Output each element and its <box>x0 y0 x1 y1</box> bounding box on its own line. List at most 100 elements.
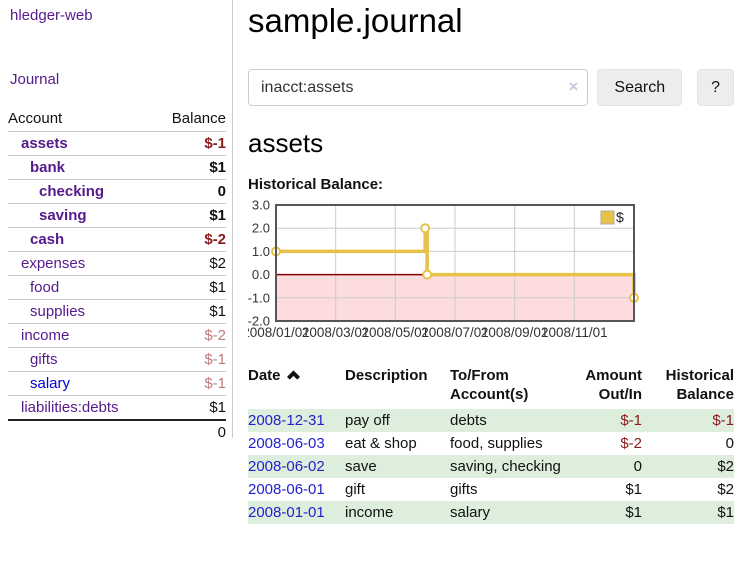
description-header: Description <box>345 367 428 384</box>
app-brand-link[interactable]: hledger-web <box>10 7 93 24</box>
account-balance: $1 <box>209 207 226 224</box>
svg-text:2008/11/01: 2008/11/01 <box>541 325 608 340</box>
transaction-balance: $1 <box>717 504 734 521</box>
transaction-description: pay off <box>345 412 390 429</box>
svg-text:2008/05/01: 2008/05/01 <box>362 325 430 340</box>
sidebar-item-journal[interactable]: Journal <box>10 71 60 88</box>
account-row: income $-2 <box>8 324 226 348</box>
balance-column-header: Balance <box>171 110 226 127</box>
svg-text:2008/01/01: 2008/01/01 <box>248 325 310 340</box>
account-link-salary[interactable]: salary <box>30 375 71 392</box>
transaction-accounts: salary <box>450 504 491 521</box>
account-balance: $1 <box>209 159 226 176</box>
account-link-liabilities-debts[interactable]: liabilities:debts <box>21 399 119 416</box>
transaction-balance: $2 <box>717 481 734 498</box>
transaction-description: save <box>345 458 377 475</box>
transaction-accounts: gifts <box>450 481 478 498</box>
transaction-row: 2008-06-02 save saving, checking 0 $2 <box>248 455 734 478</box>
svg-text:3.0: 3.0 <box>252 198 270 213</box>
transaction-balance: $-1 <box>712 412 734 429</box>
transaction-amount: $-1 <box>620 412 642 429</box>
amount-header: Amount Out/In <box>585 367 642 403</box>
account-link-bank[interactable]: bank <box>30 159 66 176</box>
svg-text:-1.0: -1.0 <box>248 290 270 305</box>
page-title: sample.journal <box>248 2 463 39</box>
account-link-supplies[interactable]: supplies <box>30 303 86 320</box>
account-row: checking 0 <box>8 180 226 204</box>
transaction-row: 2008-01-01 income salary $1 $1 <box>248 501 734 524</box>
transaction-balance: $2 <box>717 458 734 475</box>
account-link-gifts[interactable]: gifts <box>30 351 58 368</box>
transaction-amount: $1 <box>625 481 642 498</box>
account-balance: $1 <box>209 279 226 296</box>
account-row: saving $1 <box>8 204 226 228</box>
transaction-date-link[interactable]: 2008-12-31 <box>248 412 325 429</box>
account-row: assets $-1 <box>8 132 226 156</box>
account-row: expenses $2 <box>8 252 226 276</box>
account-balance: $-1 <box>204 351 226 368</box>
transaction-amount: 0 <box>633 458 642 475</box>
transaction-accounts: food, supplies <box>450 435 543 452</box>
transaction-description: income <box>345 504 394 521</box>
journal-transactions-table: Date Description To/From Account(s) Amou… <box>248 366 734 524</box>
journal-table-header: Date Description To/From Account(s) Amou… <box>248 366 734 409</box>
transaction-amount: $-2 <box>620 435 642 452</box>
transaction-date-link[interactable]: 2008-06-01 <box>248 481 325 498</box>
help-button[interactable]: ? <box>697 69 734 106</box>
transaction-description: eat & shop <box>345 435 417 452</box>
svg-text:0.0: 0.0 <box>252 267 270 282</box>
chevron-up-icon <box>286 370 300 380</box>
clear-search-icon[interactable]: × <box>568 77 579 96</box>
svg-text:2008/09/01: 2008/09/01 <box>481 325 549 340</box>
search-button[interactable]: Search <box>597 69 683 106</box>
account-row: liabilities:debts $1 <box>8 396 226 419</box>
account-link-checking[interactable]: checking <box>39 183 105 200</box>
account-row: supplies $1 <box>8 300 226 324</box>
account-link-assets[interactable]: assets <box>21 135 68 152</box>
transaction-accounts: debts <box>450 412 487 429</box>
account-balance: $1 <box>209 303 226 320</box>
svg-text:-2.0: -2.0 <box>248 314 270 329</box>
account-balance-table: Account Balance assets $-1 bank $1 checking 0… <box>8 107 226 444</box>
transaction-date-link[interactable]: 2008-06-03 <box>248 435 325 452</box>
account-balance: $-1 <box>204 375 226 392</box>
account-balance: $-2 <box>204 327 226 344</box>
transaction-description: gift <box>345 481 366 498</box>
account-row: cash $-2 <box>8 228 226 252</box>
search-input[interactable] <box>248 69 589 106</box>
account-row: bank $1 <box>8 156 226 180</box>
sort-by-date-header[interactable]: Date <box>248 366 345 404</box>
svg-text:2008/07/01: 2008/07/01 <box>421 325 489 340</box>
svg-text:2008/03/01: 2008/03/01 <box>302 325 370 340</box>
chart-title: Historical Balance: <box>248 176 384 193</box>
transaction-balance: 0 <box>725 435 734 452</box>
transaction-date-link[interactable]: 2008-01-01 <box>248 504 325 521</box>
transaction-accounts: saving, checking <box>450 458 561 475</box>
historical-balance-header: Historical Balance <box>665 367 734 403</box>
account-balance: $-2 <box>204 231 226 248</box>
account-row: food $1 <box>8 276 226 300</box>
account-balance: $-1 <box>204 135 226 152</box>
total-balance: 0 <box>217 424 226 441</box>
account-link-expenses[interactable]: expenses <box>21 255 86 272</box>
account-link-food[interactable]: food <box>30 279 60 296</box>
account-link-income[interactable]: income <box>21 327 70 344</box>
account-table-total-row: 0 <box>8 419 226 444</box>
svg-text:1.0: 1.0 <box>252 244 270 259</box>
account-row: salary $-1 <box>8 372 226 396</box>
account-row: gifts $-1 <box>8 348 226 372</box>
account-link-cash[interactable]: cash <box>30 231 65 248</box>
account-balance: 0 <box>217 183 226 200</box>
transaction-row: 2008-06-03 eat & shop food, supplies $-2 0 <box>248 432 734 455</box>
transaction-date-link[interactable]: 2008-06-02 <box>248 458 325 475</box>
transaction-row: 2008-12-31 pay off debts $-1 $-1 <box>248 409 734 432</box>
account-column-header: Account <box>8 110 63 127</box>
sidebar: hledger-web Journal Account Balance asse… <box>0 0 233 441</box>
accounts-header: To/From Account(s) <box>450 367 529 403</box>
account-table-header: Account Balance <box>8 107 226 132</box>
svg-text:$: $ <box>616 209 624 225</box>
account-link-saving[interactable]: saving <box>39 207 87 224</box>
historical-balance-chart: $3.0 2.0 1.0 0.0 -1.0 -2.02008/01/012008/03/0… <box>248 198 639 340</box>
account-balance: $2 <box>209 255 226 272</box>
account-heading: assets <box>248 128 324 158</box>
